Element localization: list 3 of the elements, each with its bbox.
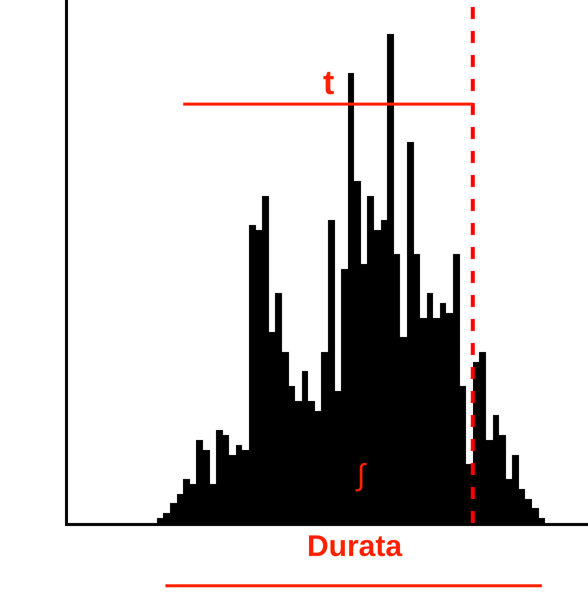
text: Durata: [307, 530, 402, 563]
annotation: ∫: [355, 459, 367, 492]
annotation: t: [323, 64, 334, 102]
